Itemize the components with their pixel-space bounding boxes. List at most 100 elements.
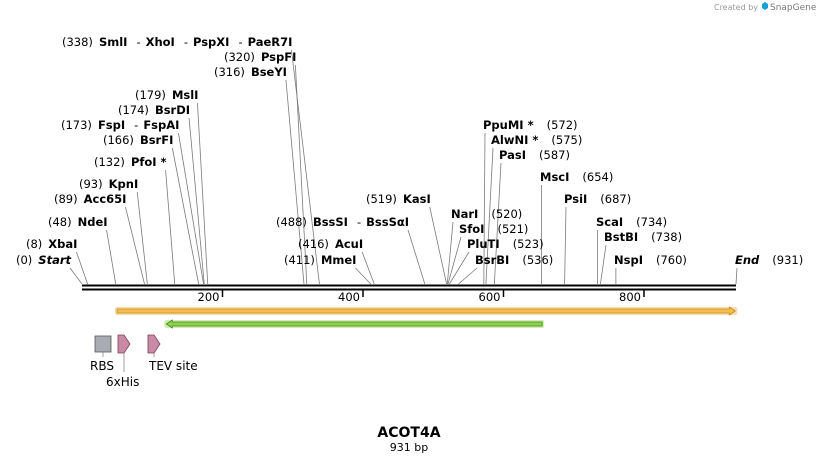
site-name: KasI bbox=[403, 192, 431, 206]
alias-separator: - bbox=[357, 215, 361, 229]
site-name: PsiI bbox=[564, 192, 587, 206]
site-name: BsrFI bbox=[140, 133, 173, 147]
site-name: End bbox=[735, 253, 760, 267]
his-tag-arrow-icon[interactable] bbox=[117, 334, 131, 354]
site-name: KpnI bbox=[109, 177, 139, 191]
site-position: (931) bbox=[772, 253, 803, 267]
site-ndei[interactable]: (48) NdeI bbox=[48, 215, 108, 229]
site-position: (0) bbox=[16, 253, 32, 267]
site-name: FspI bbox=[98, 118, 125, 132]
site-position: (572) bbox=[547, 118, 578, 132]
leader-line bbox=[165, 169, 176, 285]
green-feature[interactable] bbox=[164, 319, 545, 329]
site-msli[interactable]: (179) MslI bbox=[135, 88, 198, 102]
site-position: (687) bbox=[600, 192, 631, 206]
site-name: MmeI bbox=[321, 253, 357, 267]
site-name: FspAI bbox=[143, 118, 179, 132]
snapgene-logo-icon bbox=[762, 2, 768, 10]
site-name: PluTI bbox=[467, 237, 500, 251]
leader-line bbox=[564, 206, 567, 285]
site-sfoi[interactable]: SfoI (521) bbox=[459, 222, 528, 236]
leader-line bbox=[600, 244, 607, 285]
site-name: AlwNI * bbox=[491, 133, 538, 147]
site-position: (734) bbox=[636, 215, 667, 229]
sequence-length: 931 bp bbox=[390, 441, 428, 454]
site-name: PspFI bbox=[261, 50, 296, 64]
tev-site-arrow-icon[interactable] bbox=[147, 334, 161, 354]
alias-separator: - bbox=[238, 35, 242, 49]
site-bsrfi[interactable]: (166) BsrFI bbox=[103, 133, 173, 147]
site-name: BstBI bbox=[604, 230, 638, 244]
leader-line bbox=[171, 147, 200, 285]
site-scai[interactable]: ScaI (734) bbox=[596, 215, 667, 229]
rbs-box-icon[interactable] bbox=[94, 335, 112, 353]
leader-line bbox=[125, 206, 145, 285]
site-name: NspI bbox=[614, 253, 643, 267]
site-acui[interactable]: (416) AcuI bbox=[298, 237, 363, 251]
leader-line bbox=[188, 117, 205, 285]
site-position: (521) bbox=[497, 222, 528, 236]
site-name: PspXI bbox=[193, 35, 229, 49]
site-bstbi[interactable]: BstBI (738) bbox=[604, 230, 682, 244]
feature-arrows bbox=[115, 306, 738, 329]
brand-name: SnapGene bbox=[770, 3, 817, 13]
leader-line bbox=[69, 267, 83, 285]
site-position: (166) bbox=[103, 133, 134, 147]
site-end[interactable]: End (931) bbox=[735, 253, 803, 267]
his-tag-label: 6xHis bbox=[106, 375, 139, 389]
site-smli[interactable]: (338) SmlI - XhoI - PspXI - PaeR7I bbox=[62, 35, 292, 49]
site-kpni[interactable]: (93) KpnI bbox=[79, 177, 138, 191]
leader-line bbox=[407, 229, 426, 285]
cut-site-leaders bbox=[69, 49, 738, 285]
site-nspi[interactable]: NspI (760) bbox=[614, 253, 687, 267]
site-name: Acc65I bbox=[84, 192, 127, 206]
leader-line bbox=[76, 251, 88, 285]
site-bseyi[interactable]: (316) BseYI bbox=[214, 65, 287, 79]
site-msci[interactable]: MscI (654) bbox=[540, 170, 613, 184]
leader-line bbox=[136, 191, 148, 285]
leader-line bbox=[361, 251, 375, 285]
site-name: BssSαI bbox=[366, 215, 409, 229]
tick-label: 600 bbox=[479, 290, 501, 304]
site-name: BsrBI bbox=[475, 253, 509, 267]
site-bsrbi[interactable]: BsrBI (536) bbox=[475, 253, 553, 267]
site-acc65i[interactable]: (89) Acc65I bbox=[54, 192, 126, 206]
site-alwni[interactable]: AlwNI * (575) bbox=[491, 133, 582, 147]
tick-label: 800 bbox=[619, 290, 641, 304]
green-feature-arrow bbox=[165, 319, 543, 329]
orange-orf[interactable] bbox=[115, 306, 738, 316]
tick-label: 400 bbox=[338, 290, 360, 304]
site-position: (8) bbox=[26, 237, 42, 251]
site-fspi[interactable]: (173) FspI - FspAI bbox=[61, 118, 179, 132]
site-xbai[interactable]: (8) XbaI bbox=[26, 237, 77, 251]
site-pspfi[interactable]: (320) PspFI bbox=[224, 50, 296, 64]
site-position: (738) bbox=[651, 230, 682, 244]
leader-line bbox=[178, 132, 204, 285]
leader-line bbox=[483, 132, 486, 285]
site-pluti[interactable]: PluTI (523) bbox=[467, 237, 544, 251]
site-name: MslI bbox=[172, 88, 199, 102]
site-bsrdi[interactable]: (174) BsrDI bbox=[118, 103, 190, 117]
leader-line bbox=[447, 236, 462, 285]
site-bsssi[interactable]: (488) BssSI - BssSαI bbox=[276, 215, 409, 229]
site-psii[interactable]: PsiI (687) bbox=[564, 192, 631, 206]
site-name: XhoI bbox=[146, 35, 175, 49]
leader-line bbox=[449, 251, 470, 285]
leader-line bbox=[485, 147, 494, 285]
site-pfoi[interactable]: (132) PfoI * bbox=[94, 155, 167, 169]
site-start[interactable]: (0) Start bbox=[16, 253, 72, 267]
site-mmei[interactable]: (411) MmeI bbox=[284, 253, 356, 267]
site-name: SmlI bbox=[99, 35, 128, 49]
site-nari[interactable]: NarI (520) bbox=[451, 207, 522, 221]
leader-line bbox=[291, 49, 320, 285]
sequence-name: ACOT4A bbox=[377, 425, 440, 441]
site-name: XbaI bbox=[48, 237, 77, 251]
site-ppumi[interactable]: PpuMI * (572) bbox=[483, 118, 578, 132]
site-pasi[interactable]: PasI (587) bbox=[499, 148, 570, 162]
site-name: Start bbox=[38, 253, 71, 267]
site-position: (523) bbox=[513, 237, 544, 251]
site-labels: (0) Start (8) XbaI (48) NdeI (89) Acc65I(93) Kpn… bbox=[16, 35, 803, 267]
site-kasi[interactable]: (519) KasI bbox=[366, 192, 431, 206]
site-position: (575) bbox=[551, 133, 582, 147]
leader-line bbox=[735, 267, 738, 285]
